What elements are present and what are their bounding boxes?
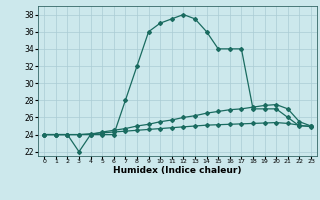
X-axis label: Humidex (Indice chaleur): Humidex (Indice chaleur) (113, 166, 242, 175)
